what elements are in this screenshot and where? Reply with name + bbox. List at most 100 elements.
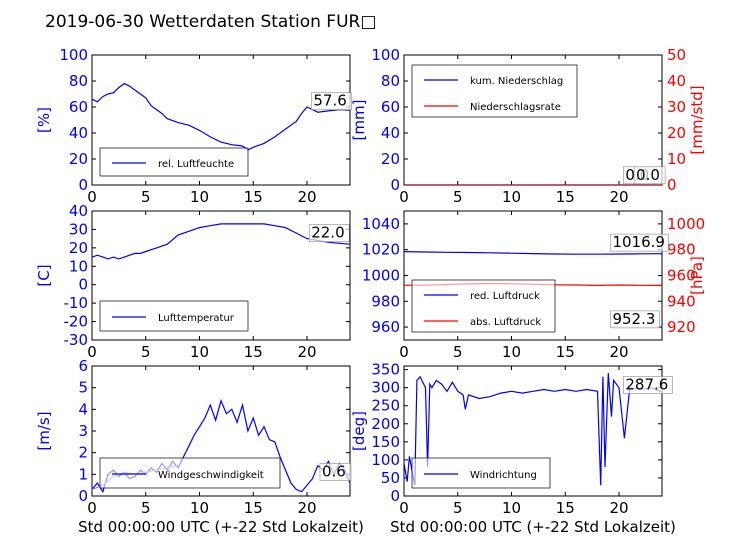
panel-humidity: 0 5 10 15 20 0 20 40 60 80 100 [%] 57.6 rel. Luftfeuc… (35, 46, 352, 206)
legend: rel. Luftfeuchte (99, 147, 249, 177)
value-label-box (610, 310, 660, 329)
panel-wind_dir: 0 5 10 15 20050100150200250300350[deg]287.6W… (350, 361, 673, 517)
y-tick-label: 50 (381, 469, 400, 487)
series-line (92, 82, 350, 151)
y2-tick-label: 40 (667, 72, 686, 90)
x-tick-label: 10 (502, 499, 521, 517)
y-tick-label: 980 (371, 292, 400, 310)
x-tick-label: 10 (502, 343, 521, 361)
y-tick-label: 0 (390, 176, 400, 194)
y-tick-label: 60 (381, 98, 400, 116)
x-tick-label: 10 (190, 499, 209, 517)
x-tick-label: 0 (399, 499, 409, 517)
x-tick-label: 0 (87, 499, 97, 517)
series-line (92, 223, 350, 260)
x-axis-label-right: Std 00:00:00 UTC (+-22 Std Lokalzeit) (390, 518, 676, 536)
y-tick-label: -10 (64, 294, 89, 312)
value-label-box (610, 233, 669, 252)
x-tick-label: 5 (141, 499, 151, 517)
x-tick-label: 5 (141, 188, 151, 206)
legend-box (99, 457, 281, 489)
value-label: 1016.9 (612, 233, 665, 251)
y-tick-label: 40 (69, 124, 88, 142)
legend-label: rel. Luftfeuchte (158, 159, 234, 170)
y-tick-label: 1020 (362, 241, 400, 259)
y2-tick-label: 0 (667, 176, 677, 194)
panel-precip: 0 5 10 15 20 0 20 40 60 80 100 0 10 20 30 40 50 [mm] [mm/s… (350, 46, 706, 206)
y-tick-label: 1000 (362, 267, 400, 285)
x-tick-label: 0 (87, 343, 97, 361)
legend: Windgeschwindigkeit (99, 457, 281, 489)
y-tick-label: 2 (78, 444, 88, 462)
y-tick-label: 20 (69, 239, 88, 257)
y-tick-label: 100 (59, 46, 88, 64)
legend-box (99, 147, 249, 177)
x-tick-label: 20 (297, 499, 316, 517)
x-tick-label: 10 (502, 188, 521, 206)
y-tick-label: 300 (371, 379, 400, 397)
y-tick-label: 5 (78, 379, 88, 397)
legend-box (411, 457, 551, 489)
y2-tick-label: 10 (667, 150, 686, 168)
x-tick-label: 20 (609, 188, 628, 206)
series-line (404, 373, 662, 486)
y2-tick-label: 1000 (667, 215, 705, 233)
y-tick-label: 40 (69, 202, 88, 220)
y-tick-label: -20 (64, 313, 89, 331)
value-label-box (623, 376, 673, 394)
y-tick-label: 250 (371, 397, 400, 415)
y-axis-label: [mm] (350, 100, 368, 141)
y-tick-label: 6 (78, 357, 88, 375)
value-label-box (308, 224, 350, 243)
value-label-box (319, 463, 352, 481)
y-tick-label: 1 (78, 465, 88, 483)
x-tick-label: 15 (556, 188, 575, 206)
y-tick-label: 0 (78, 176, 88, 194)
panel-wind_speed: 0 5 10 15 20 0 1 2 3 4 5 6 [m/s] 0.6 Windgeschwindigke… (35, 357, 352, 517)
x-tick-label: 0 (87, 188, 97, 206)
legend: kum. Niederschlag Niederschlagsrate (411, 64, 578, 118)
y2-tick-label: 960 (667, 267, 696, 285)
y-tick-label: 80 (69, 72, 88, 90)
y-tick-label: 20 (381, 150, 400, 168)
y-tick-label: 1040 (362, 215, 400, 233)
y-axis-label: [%] (35, 107, 53, 133)
y-tick-label: 10 (69, 257, 88, 275)
figure-title: 2019-06-30 Wetterdaten Station FUR□ (45, 12, 376, 32)
legend-box (411, 64, 578, 118)
legend-label: kum. Niederschlag (470, 76, 563, 87)
y-tick-label: 0 (78, 276, 88, 294)
y-tick-label: 60 (69, 98, 88, 116)
x-tick-label: 15 (244, 499, 263, 517)
y2-tick-label: 980 (667, 241, 696, 259)
y-tick-label: 100 (371, 451, 400, 469)
x-tick-label: 15 (244, 188, 263, 206)
y-tick-label: 80 (381, 72, 400, 90)
y-tick-label: 200 (371, 415, 400, 433)
legend-label: Windgeschwindigkeit (158, 470, 264, 481)
legend-box (411, 279, 556, 333)
x-tick-label: 5 (453, 188, 463, 206)
value-label-box (311, 92, 352, 110)
y-axis-label: [C] (35, 264, 53, 286)
y2-axis-label: [mm/std] (688, 85, 706, 154)
panel-pressure: 0 5 10 15 2096098010001020104092094096098010… (362, 210, 706, 361)
legend: Lufttemperatur (99, 300, 249, 332)
x-tick-label: 20 (297, 343, 316, 361)
y2-tick-label: 20 (667, 124, 686, 142)
x-tick-label: 20 (609, 343, 628, 361)
y-tick-label: 30 (69, 220, 88, 238)
value-label: 0.6 (322, 463, 346, 481)
value-label-box (633, 166, 666, 185)
legend-box (99, 300, 249, 332)
y2-tick-label: 940 (667, 292, 696, 310)
legend-label: Lufttemperatur (158, 313, 235, 324)
y-tick-label: 100 (371, 46, 400, 64)
legend-label: Windrichtung (470, 470, 537, 481)
legend-label: abs. Luftdruck (470, 317, 541, 328)
x-tick-label: 5 (141, 343, 151, 361)
y-tick-label: 0 (390, 487, 400, 505)
y-tick-label: 40 (381, 124, 400, 142)
x-axis-label-left: Std 00:00:00 UTC (+-22 Std Lokalzeit) (78, 518, 364, 536)
